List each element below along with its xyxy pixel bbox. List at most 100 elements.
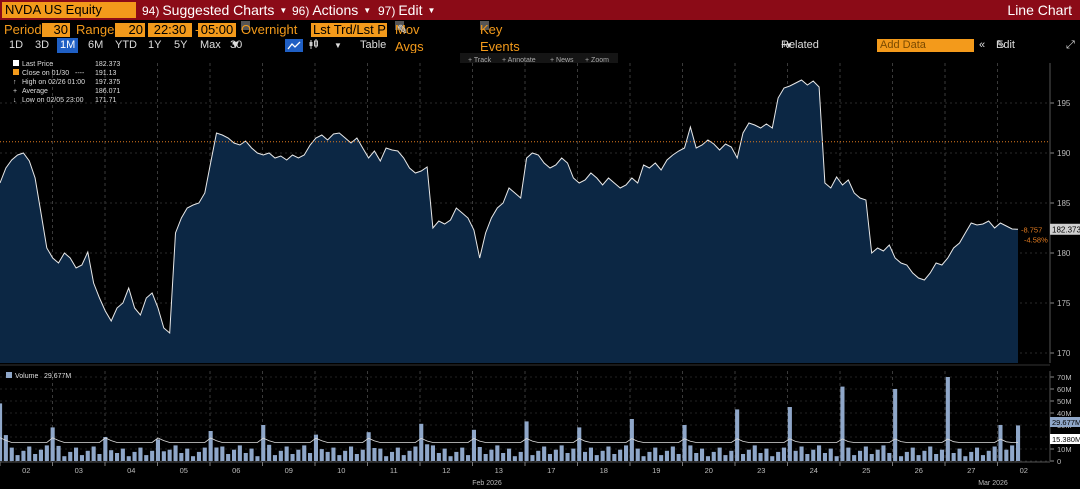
volume-bar — [781, 447, 786, 461]
plus-icon: + — [585, 57, 591, 64]
range-button-max[interactable]: Max — [200, 39, 221, 51]
volume-bar — [641, 456, 646, 461]
volume-bar — [255, 456, 260, 461]
zoom-tool-button[interactable]: + Zoom — [585, 57, 609, 64]
volume-bar — [887, 453, 892, 461]
volume-bar — [21, 450, 26, 461]
volume-bar — [507, 448, 512, 461]
chart-options-caret-icon[interactable]: ▼ — [334, 41, 342, 50]
time-tick-label: 24 — [810, 466, 818, 475]
volume-bar — [764, 448, 769, 461]
volume-bar — [466, 455, 471, 461]
volume-bar — [822, 453, 827, 461]
volume-bar — [723, 455, 728, 461]
volume-bar — [471, 429, 476, 461]
volume-bar — [3, 435, 8, 461]
range-input[interactable]: 20 — [115, 23, 145, 37]
chart-type-label: Line Chart — [1007, 2, 1072, 18]
time-tick-label: 02 — [22, 466, 30, 475]
volume-tick-label: 0 — [1057, 457, 1061, 466]
news-tool-button[interactable]: + News — [550, 57, 574, 64]
plus-icon: + — [550, 57, 556, 64]
volume-bar — [296, 449, 301, 461]
volume-bar — [793, 450, 798, 461]
volume-bar — [542, 446, 547, 461]
volume-bar — [360, 449, 365, 461]
volume-bar — [945, 377, 950, 461]
ticker-field[interactable]: NVDA US Equity — [2, 2, 136, 18]
volume-bar — [343, 450, 348, 461]
volume-bar — [828, 448, 833, 461]
volume-bar — [232, 449, 237, 461]
period-label: Period — [4, 22, 42, 37]
table-button[interactable]: Table — [360, 39, 387, 51]
volume-bar — [711, 451, 716, 461]
annotate-tool-button[interactable]: + Annotate — [502, 57, 536, 64]
legend-close-value: 191.13 — [95, 70, 117, 77]
volume-bar — [103, 437, 108, 461]
candlestick-icon[interactable] — [308, 38, 320, 56]
period-input[interactable]: 30 — [42, 23, 70, 37]
volume-bar — [963, 456, 968, 461]
volume-bar — [126, 456, 131, 461]
range-button-5y[interactable]: 5Y — [174, 39, 188, 51]
range-button-1d[interactable]: 1D — [9, 39, 24, 51]
volume-bar — [56, 445, 61, 461]
volume-bar — [840, 386, 845, 461]
volume-bar — [846, 447, 851, 461]
range-button-1m[interactable]: 1M — [57, 38, 79, 53]
volume-bar — [167, 449, 172, 461]
volume-bar — [729, 450, 734, 461]
line-chart-icon[interactable] — [285, 39, 303, 52]
edit-menu[interactable]: 97) Edit ▼ — [378, 2, 436, 18]
last-price-marker: 182.373 — [1050, 223, 1080, 235]
volume-bar — [319, 449, 324, 461]
collapse-icon[interactable]: « — [979, 39, 986, 51]
volume-bar — [395, 447, 400, 461]
price-volume-chart[interactable]: + Track + Annotate + News + Zoom 1701751… — [0, 53, 1080, 489]
range-button-ytd[interactable]: YTD — [115, 39, 137, 51]
time-tick-label: 05 — [180, 466, 188, 475]
time-from-input[interactable]: 22:30 — [148, 23, 192, 37]
range-button-3d[interactable]: 3D — [35, 39, 50, 51]
volume-bar — [694, 453, 699, 461]
add-data-input[interactable]: Add Data — [877, 39, 974, 52]
price-change: -8.757 — [1021, 225, 1042, 234]
volume-bar — [559, 445, 564, 461]
volume-bar — [875, 449, 880, 461]
volume-bar — [536, 450, 541, 461]
volume-bar — [618, 449, 623, 461]
volume-bar — [150, 450, 155, 461]
legend-close-label: Close on 01/30 — [22, 70, 69, 77]
volume-bar — [161, 451, 166, 461]
price-tick-label: 195 — [1057, 99, 1071, 108]
plus-icon: + — [781, 39, 788, 51]
legend-close-dashes: ---- — [75, 70, 85, 77]
volume-bar — [349, 446, 354, 461]
expand-icon[interactable]: ⤢ — [1066, 39, 1075, 51]
field-select[interactable]: Lst Trd/Lst P — [311, 23, 387, 37]
actions-menu[interactable]: 96) Actions ▼ — [292, 2, 372, 18]
legend-high-value: 197.375 — [95, 79, 120, 86]
volume-legend-value: 29.677M — [44, 373, 71, 380]
time-to-input[interactable]: 05:00 — [198, 23, 236, 37]
volume-bar — [951, 453, 956, 461]
volume-bar — [237, 445, 242, 461]
volume-last-label: 29.677M — [1052, 418, 1080, 427]
range-button-1y[interactable]: 1Y — [148, 39, 162, 51]
close-swatch — [13, 69, 19, 75]
volume-bar — [208, 431, 213, 461]
caret-down-icon: ▼ — [279, 6, 288, 15]
plus-icon: + — [468, 57, 474, 64]
volume-bar — [928, 446, 933, 461]
volume-bar — [74, 447, 79, 461]
volume-bar — [85, 450, 90, 461]
suggested-charts-menu[interactable]: 94) Suggested Charts ▼ — [142, 2, 288, 18]
period-label-feb: Feb 2026 — [472, 480, 502, 487]
volume-bar — [664, 450, 669, 461]
track-tool-button[interactable]: + Track — [468, 57, 492, 64]
caret-down-icon: ▼ — [785, 41, 793, 50]
range-button-6m[interactable]: 6M — [88, 39, 104, 51]
price-tick-label: 170 — [1057, 349, 1071, 358]
volume-bar — [9, 447, 14, 461]
